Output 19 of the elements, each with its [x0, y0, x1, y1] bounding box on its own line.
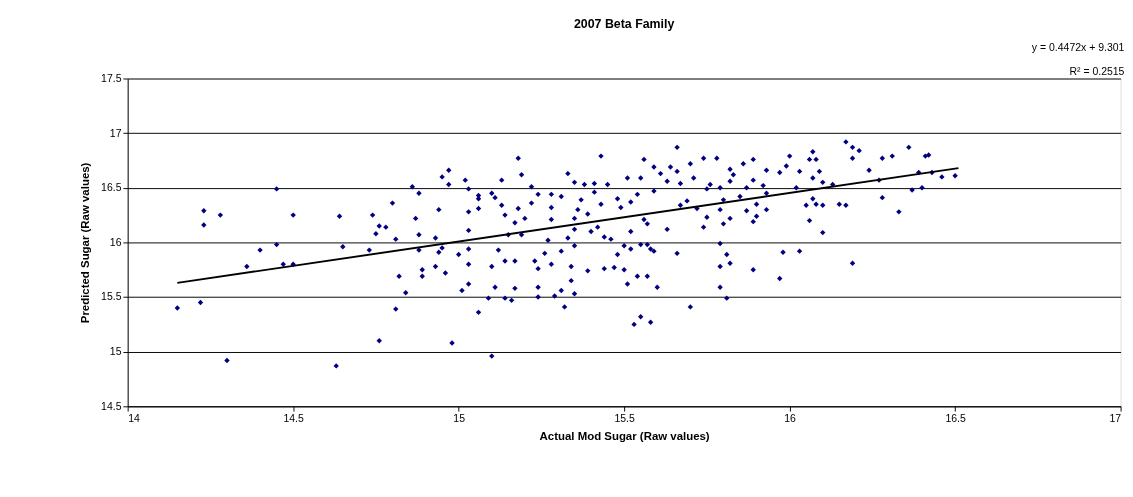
- y-tick-label: 17.5: [101, 72, 122, 84]
- x-tick-label: 16.5: [945, 413, 966, 425]
- text: R² = 0.2515: [1069, 65, 1125, 77]
- y-tick-label: 17: [109, 127, 122, 139]
- x-tick-label: 17: [1109, 413, 1122, 425]
- x-axis-title: Actual Mod Sugar (Raw values): [539, 430, 710, 443]
- y-tick-label: 15: [109, 346, 122, 358]
- x-tick-label: 14: [128, 413, 140, 425]
- y-tick-label: 16.5: [101, 182, 122, 194]
- y-tick-label: 15.5: [101, 291, 122, 303]
- text: y = 0.4472x + 9.301: [1031, 41, 1125, 53]
- x-tick-label: 15.5: [614, 413, 635, 425]
- x-tick-label: 16: [784, 413, 797, 425]
- y-tick-label: 14.5: [101, 400, 122, 412]
- x-tick-label: 14.5: [283, 413, 305, 425]
- chart-title: 2007 Beta Family: [573, 17, 675, 32]
- x-tick-label: 15: [453, 413, 466, 425]
- y-tick-label: 16: [109, 236, 122, 248]
- y-axis-title: Predicted Sugar (Raw values): [78, 162, 91, 324]
